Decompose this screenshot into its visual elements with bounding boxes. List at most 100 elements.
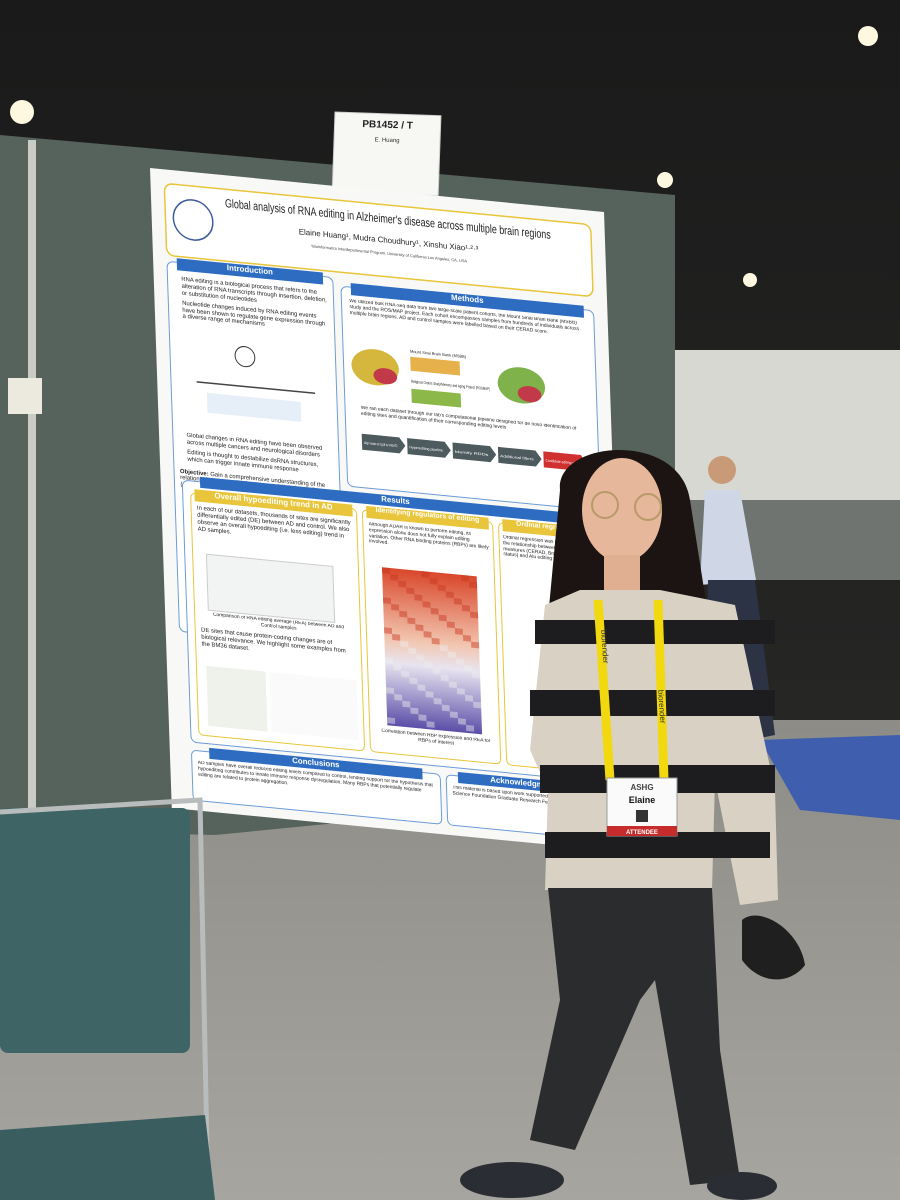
lanyard <box>593 599 669 781</box>
heatmap-cell <box>422 601 431 608</box>
heatmap-cell <box>438 614 447 622</box>
shirt <box>700 490 756 585</box>
pipeline-step <box>407 438 451 458</box>
heatmap-cell <box>407 617 416 625</box>
heatmap-cell <box>445 591 454 599</box>
heatmap-cell <box>393 664 402 671</box>
shoe <box>707 1172 777 1200</box>
cohort-label: Mount Sinai Brain Bank (MSBB) <box>410 349 467 360</box>
lanyard-text: biorender <box>656 690 667 725</box>
heatmap-cell <box>461 604 471 612</box>
heatmap-cell <box>392 634 401 641</box>
heatmap-cell <box>382 597 392 605</box>
heatmap-cell <box>463 664 473 672</box>
heatmap-cell <box>465 694 474 702</box>
conclusions-header-bar <box>209 747 423 780</box>
glasses <box>634 493 662 521</box>
glasses <box>591 491 619 519</box>
pipeline-step <box>452 442 497 463</box>
jeans <box>530 888 740 1185</box>
chair-back <box>0 808 190 1053</box>
cohort-regions <box>410 356 461 376</box>
chair-frame <box>0 797 211 1200</box>
heatmap-cell <box>453 598 462 605</box>
heatmap-cell <box>400 640 409 648</box>
heatmap-cell <box>431 637 440 645</box>
heatmap-cell <box>457 718 467 725</box>
heatmap-cell <box>386 687 395 695</box>
heatmap-cell <box>424 661 433 668</box>
heatmap-cell <box>426 721 435 728</box>
heatmap-cell <box>456 688 466 695</box>
lanyard-text: biorender <box>599 630 610 665</box>
heatmap-cell <box>408 647 417 655</box>
ceiling-light <box>657 172 673 188</box>
sweater-stripe <box>530 690 775 716</box>
heatmap-cell <box>418 714 427 722</box>
pipeline-step <box>361 433 406 454</box>
chair <box>0 797 215 1200</box>
heatmap-cell <box>387 717 396 725</box>
panel-2-header-bar <box>366 505 489 530</box>
heatmap-cell <box>462 634 472 642</box>
heatmap-cell <box>417 684 426 692</box>
pipeline-step-label: Hyperediting pipeline <box>409 445 443 452</box>
badge-qr <box>636 810 648 822</box>
heatmap-cell <box>421 571 430 578</box>
panel-1-header-bar <box>194 489 353 517</box>
badge-role-bar <box>607 826 677 836</box>
heatmap-cell <box>433 697 442 705</box>
neck <box>604 555 640 595</box>
pipeline-step-label: Align reads to hg19 w/ HISAT2 <box>364 441 398 448</box>
badge-name: Elaine <box>629 795 656 805</box>
pipeline-step-label: Candidate editing sites <box>546 459 580 466</box>
heatmap-cell <box>425 691 434 698</box>
heatmap-cell <box>470 611 479 619</box>
editing-diagram <box>196 346 316 422</box>
presenter: biorender biorender ASHG Elaine ATTENDEE <box>460 450 805 1200</box>
heatmap-cell <box>472 671 481 679</box>
brain-region <box>373 368 398 385</box>
heatmap-cell <box>437 584 446 592</box>
heatmap-cell <box>401 670 410 678</box>
heatmap-cell <box>399 610 408 618</box>
sweater <box>530 590 778 905</box>
head <box>708 456 736 484</box>
poster: Global analysis of RNA editing in Alzhei… <box>150 168 626 852</box>
heatmap-cell <box>416 654 425 662</box>
boxplot-figure <box>205 553 336 624</box>
heatmap-cell <box>429 577 438 585</box>
shoe <box>460 1162 564 1198</box>
heatmap-cell <box>394 694 403 701</box>
heatmap-cell <box>460 574 470 582</box>
title-box <box>163 183 594 297</box>
results-header-bar <box>199 476 592 526</box>
paper-cup <box>8 378 42 414</box>
badge-event: ASHG <box>630 783 653 792</box>
ceiling-light <box>858 26 878 46</box>
gene-notes <box>269 671 359 741</box>
heatmap-cell <box>414 594 423 602</box>
gene-table <box>206 665 268 732</box>
heatmap-cell <box>384 627 393 635</box>
pipeline-step-label: Identify RDDs <box>455 450 489 457</box>
heatmap-cell <box>430 607 439 615</box>
heatmap-cell <box>385 657 394 665</box>
university-seal <box>172 199 214 241</box>
heatmap-cell <box>441 704 450 712</box>
heatmap <box>381 567 483 735</box>
heatmap-cell <box>398 580 407 588</box>
heatmap-body <box>381 567 483 735</box>
ceiling-light <box>10 100 34 124</box>
heatmap-cell <box>406 587 415 595</box>
diagram-strand <box>196 381 316 395</box>
heatmap-cell <box>391 604 400 611</box>
heatmap-cell <box>447 651 456 659</box>
heatmap-cell <box>410 707 419 715</box>
intro-header-bar <box>176 258 324 285</box>
pipeline-step-label: Additional filters <box>500 454 534 461</box>
ceiling-light <box>743 273 757 287</box>
diagram-table <box>206 392 302 422</box>
pipeline-step <box>497 446 542 467</box>
